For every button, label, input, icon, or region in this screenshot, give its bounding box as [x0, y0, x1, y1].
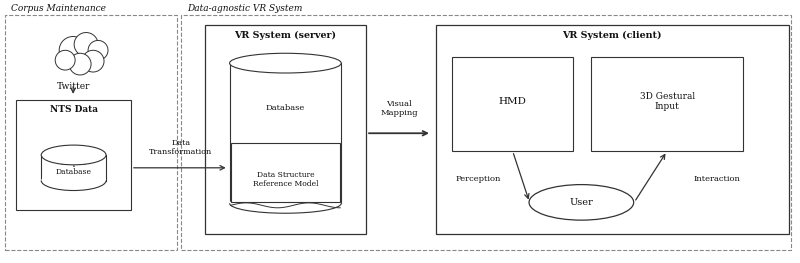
Bar — [230, 143, 340, 202]
Ellipse shape — [230, 53, 342, 73]
Text: Corpus Maintenance: Corpus Maintenance — [11, 4, 106, 13]
Text: Data
Transformation: Data Transformation — [149, 139, 212, 156]
Circle shape — [59, 37, 87, 64]
Text: VR System (client): VR System (client) — [562, 31, 662, 40]
Circle shape — [88, 41, 108, 60]
Text: Data-agnostic VR System: Data-agnostic VR System — [186, 4, 302, 13]
Text: Visual
Mapping: Visual Mapping — [380, 100, 418, 117]
Circle shape — [74, 33, 98, 56]
Ellipse shape — [529, 185, 634, 220]
Text: 3D Gestural
Input: 3D Gestural Input — [639, 92, 694, 111]
Text: Twitter: Twitter — [56, 82, 90, 91]
Bar — [16, 100, 131, 210]
Ellipse shape — [42, 145, 106, 165]
Text: Interaction: Interaction — [694, 175, 740, 183]
Text: User: User — [570, 198, 594, 207]
Circle shape — [82, 50, 104, 72]
Text: Perception: Perception — [455, 175, 501, 183]
Text: NTS Data: NTS Data — [50, 105, 98, 114]
Bar — [181, 15, 790, 250]
Ellipse shape — [230, 194, 342, 213]
Ellipse shape — [42, 171, 106, 190]
Bar — [42, 155, 106, 181]
Circle shape — [55, 50, 75, 70]
Bar — [452, 57, 574, 151]
Text: Data Structure
Reference Model: Data Structure Reference Model — [253, 171, 318, 188]
Circle shape — [69, 53, 91, 75]
Bar — [6, 15, 177, 250]
Text: Database: Database — [266, 104, 305, 112]
Bar — [205, 25, 366, 234]
Text: Corpus
Database: Corpus Database — [56, 159, 92, 176]
Text: HMD: HMD — [498, 97, 526, 106]
Bar — [591, 57, 743, 151]
Text: VR System (server): VR System (server) — [234, 31, 336, 40]
Bar — [230, 63, 342, 203]
Bar — [436, 25, 789, 234]
